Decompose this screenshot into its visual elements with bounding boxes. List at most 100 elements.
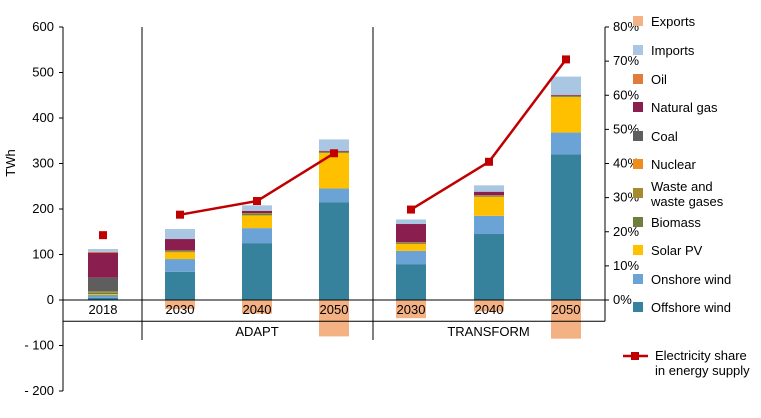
legend-label: Exports — [651, 14, 696, 29]
bar-segment-exports — [551, 300, 581, 339]
bar-segment-imports — [165, 229, 195, 240]
legend-label: Solar PV — [651, 243, 703, 258]
bar-segment-exports — [474, 300, 504, 312]
bar-segment-offshore-wind — [242, 243, 272, 300]
legend-swatch — [633, 245, 643, 255]
bar-segment-offshore-wind — [88, 297, 118, 300]
y-right-tick-label: 20% — [613, 224, 639, 239]
bar-segment-natural-gas — [88, 252, 118, 278]
legend-label: Natural gas — [651, 100, 718, 115]
x-tick-label: 2040 — [243, 302, 272, 317]
bar-segment-exports — [396, 300, 426, 319]
bar-segment-exports — [242, 300, 272, 314]
y-tick-label: 100 — [32, 247, 54, 262]
legend-line-marker — [631, 352, 639, 360]
y-tick-label: 300 — [32, 156, 54, 171]
bar-segment-offshore-wind — [165, 271, 195, 300]
axes: 600 500 400 300 200 100 0 - 100 - 200 80% 70% 60% 50… — [24, 19, 639, 398]
y-axis-title: TWh — [3, 149, 18, 176]
bar-segment-onshore-wind — [474, 215, 504, 235]
x-tick-label: 2018 — [89, 302, 118, 317]
legend-swatch — [633, 159, 643, 169]
line-point — [330, 149, 338, 158]
bar-segment-onshore-wind — [551, 132, 581, 155]
line-point — [562, 55, 570, 64]
bar-segment-solar-pv — [165, 252, 195, 260]
bar-segment-onshore-wind — [396, 250, 426, 265]
bar-segment-exports — [165, 300, 195, 310]
legend-line-label: Electricity share in energy supply — [655, 348, 750, 378]
bar-segment-solar-pv — [396, 244, 426, 251]
legend-swatch — [633, 274, 643, 284]
x-tick-label: 2050 — [320, 302, 349, 317]
bar-segment-waste-and-waste-gases — [242, 213, 272, 215]
bar-segment-biomass — [474, 195, 504, 197]
bar-segment-solar-pv — [551, 97, 581, 133]
y-right-tick-label: 30% — [613, 190, 639, 205]
legend-swatch — [633, 102, 643, 112]
bar-segment-natural-gas — [551, 94, 581, 96]
x-tick-label: 2040 — [475, 302, 504, 317]
y-right-tick-label: 70% — [613, 53, 639, 68]
bar-segment-waste-and-waste-gases — [88, 291, 118, 293]
y-tick-label: - 100 — [24, 338, 54, 353]
y-right-tick-label: 40% — [613, 156, 639, 171]
line-point — [99, 231, 107, 240]
legend-label: Imports — [651, 43, 695, 58]
line-point — [176, 210, 184, 219]
bar-segment-onshore-wind — [88, 294, 118, 298]
bar-segment-biomass — [551, 96, 581, 98]
bar-segment-oil — [88, 251, 118, 253]
legend-swatch — [633, 45, 643, 55]
bar-segment-biomass — [165, 251, 195, 253]
y-right-tick-label: 10% — [613, 258, 639, 273]
bar-segment-waste-and-waste-gases — [396, 242, 426, 244]
y-right-tick-label: 50% — [613, 121, 639, 136]
bar-segment-offshore-wind — [551, 154, 581, 300]
bar-segment-imports — [319, 139, 349, 151]
legend-swatch — [633, 16, 643, 26]
bar-segment-imports — [551, 76, 581, 95]
y-tick-label: 600 — [32, 19, 54, 34]
bar-segment-offshore-wind — [396, 264, 426, 300]
bar-segment-biomass — [242, 214, 272, 216]
y-tick-label: 200 — [32, 201, 54, 216]
legend-swatch — [633, 302, 643, 312]
legend-label: Waste and waste gases — [650, 179, 724, 209]
bar-segment-natural-gas — [474, 191, 504, 196]
bar-segment-onshore-wind — [242, 228, 272, 244]
bar-segment-onshore-wind — [165, 259, 195, 272]
bar-segment-imports — [474, 185, 504, 192]
plot-area — [88, 55, 581, 339]
y-right-tick-label: 80% — [613, 19, 639, 34]
bar-segment-exports — [319, 300, 349, 337]
group-label: ADAPT — [235, 324, 278, 339]
legend-swatch — [633, 74, 643, 84]
bar-segment-coal — [88, 277, 118, 292]
line-point — [485, 157, 493, 166]
bar-segment-solar-pv — [88, 294, 118, 295]
legend-swatch — [633, 217, 643, 227]
bar-segment-solar-pv — [242, 215, 272, 229]
legend-label: Coal — [651, 129, 678, 144]
y-tick-label: - 200 — [24, 383, 54, 398]
x-tick-label: 2050 — [552, 302, 581, 317]
bar-segment-natural-gas — [396, 224, 426, 243]
x-tick-label: 2030 — [166, 302, 195, 317]
bar-segment-biomass — [396, 243, 426, 245]
legend-label: Nuclear — [651, 157, 696, 172]
legend-label: Oil — [651, 72, 667, 87]
legend: Exports Imports Oil Natural gas Coal Nuclear W… — [623, 14, 750, 378]
x-tick-label: 2030 — [397, 302, 426, 317]
legend-label: Offshore wind — [651, 300, 731, 315]
line-point — [253, 197, 261, 206]
group-label: TRANSFORM — [447, 324, 529, 339]
bar-segment-imports — [242, 205, 272, 211]
bar-segment-natural-gas — [242, 210, 272, 214]
bar-segment-onshore-wind — [319, 188, 349, 203]
legend-swatch — [633, 188, 643, 198]
y-right-tick-label: 0% — [613, 292, 632, 307]
bar-segment-waste-and-waste-gases — [165, 250, 195, 252]
bar-segment-imports — [396, 219, 426, 225]
